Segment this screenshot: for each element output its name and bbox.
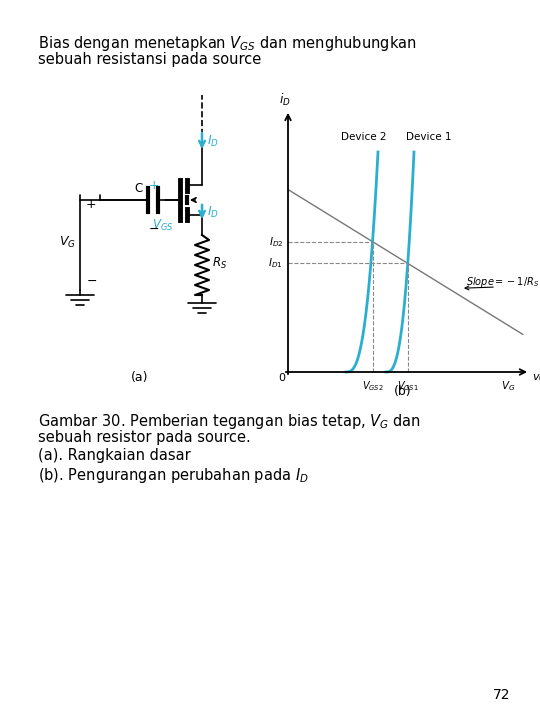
Text: 72: 72 [492,688,510,702]
Text: $-$: $-$ [148,222,159,235]
Text: C: C [135,182,143,195]
Text: sebuah resistansi pada source: sebuah resistansi pada source [38,52,261,67]
Text: $I_D$: $I_D$ [207,133,219,148]
Text: $Slope = -1/R_S$: $Slope = -1/R_S$ [466,275,539,289]
Text: $I_{D2}$: $I_{D2}$ [268,235,283,248]
Text: $V_G$: $V_G$ [501,379,515,393]
Text: +: + [86,198,97,211]
Text: 0: 0 [279,373,286,383]
Text: $R_S$: $R_S$ [212,256,227,271]
Text: (a): (a) [131,372,148,384]
Text: $v_{GS}$: $v_{GS}$ [532,372,540,384]
Text: sebuah resistor pada source.: sebuah resistor pada source. [38,430,251,445]
Text: $-$: $-$ [86,274,97,287]
Text: $V_{GS1}$: $V_{GS1}$ [397,379,418,393]
Text: $I_{D1}$: $I_{D1}$ [268,256,283,270]
Text: $V_G$: $V_G$ [59,235,76,250]
Text: $I_D$: $I_D$ [207,204,219,220]
Text: Bias dengan menetapkan $V_{GS}$ dan menghubungkan: Bias dengan menetapkan $V_{GS}$ dan meng… [38,34,416,53]
Text: (b): (b) [394,385,412,398]
Text: (a). Rangkaian dasar: (a). Rangkaian dasar [38,448,191,463]
Text: $i_D$: $i_D$ [279,92,291,108]
Text: Gambar 30. Pemberian tegangan bias tetap, $V_G$ dan: Gambar 30. Pemberian tegangan bias tetap… [38,412,421,431]
Text: Device 2: Device 2 [341,132,387,142]
Text: $V_{GS}$: $V_{GS}$ [152,218,173,233]
Text: $V_{GS2}$: $V_{GS2}$ [362,379,383,393]
Text: Device 1: Device 1 [406,132,451,142]
Text: (b). Pengurangan perubahan pada $I_D$: (b). Pengurangan perubahan pada $I_D$ [38,466,309,485]
Text: +: + [148,179,159,192]
